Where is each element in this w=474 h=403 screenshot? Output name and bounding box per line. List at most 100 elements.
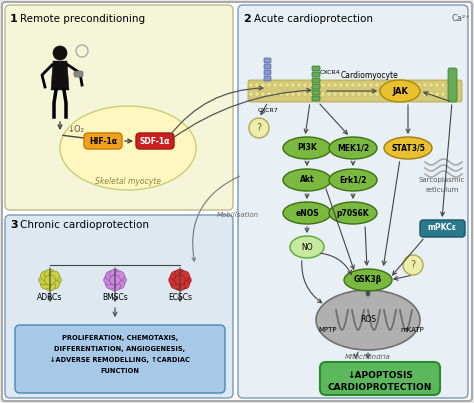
Ellipse shape [399,92,403,96]
Text: Erk1/2: Erk1/2 [339,175,367,185]
Ellipse shape [49,279,60,289]
Ellipse shape [285,83,289,87]
FancyBboxPatch shape [312,96,320,101]
Text: SDF-1α: SDF-1α [140,137,170,145]
Text: ADRCs: ADRCs [37,293,63,303]
Ellipse shape [357,83,361,87]
Text: ?: ? [256,123,262,133]
Ellipse shape [309,83,313,87]
Ellipse shape [303,83,307,87]
Ellipse shape [411,83,415,87]
Ellipse shape [114,271,125,281]
Ellipse shape [351,83,355,87]
FancyBboxPatch shape [5,5,233,210]
Ellipse shape [387,92,391,96]
Ellipse shape [435,83,439,87]
FancyBboxPatch shape [5,215,233,398]
FancyBboxPatch shape [238,5,468,398]
Ellipse shape [399,83,403,87]
Ellipse shape [384,137,432,159]
Ellipse shape [429,92,433,96]
Ellipse shape [339,92,343,96]
Ellipse shape [417,92,421,96]
Text: GSK3β: GSK3β [354,276,382,285]
Ellipse shape [403,255,423,275]
Ellipse shape [363,83,367,87]
Text: Skeletal myocyte: Skeletal myocyte [95,177,161,187]
Text: eNOS: eNOS [295,208,319,218]
Ellipse shape [109,269,120,279]
Ellipse shape [369,83,373,87]
Ellipse shape [45,281,55,291]
Ellipse shape [116,275,126,285]
Ellipse shape [315,92,319,96]
Ellipse shape [441,83,445,87]
Ellipse shape [267,83,271,87]
Text: MPTP: MPTP [318,327,337,333]
Text: Cardiomyocyte: Cardiomyocyte [341,71,399,79]
Ellipse shape [273,83,277,87]
Ellipse shape [441,92,445,96]
Ellipse shape [423,92,427,96]
Ellipse shape [283,169,331,191]
Ellipse shape [423,83,427,87]
FancyBboxPatch shape [312,78,320,83]
Ellipse shape [267,92,271,96]
Text: Mitochondria: Mitochondria [345,354,391,360]
Text: Remote preconditioning: Remote preconditioning [20,14,145,24]
Ellipse shape [109,275,120,285]
Ellipse shape [429,83,433,87]
Ellipse shape [387,83,391,87]
Text: Chronic cardioprotection: Chronic cardioprotection [20,220,149,230]
Text: mPKCε: mPKCε [428,224,456,233]
Ellipse shape [249,83,253,87]
Text: 1: 1 [10,14,18,24]
Ellipse shape [381,83,385,87]
Ellipse shape [283,137,331,159]
FancyBboxPatch shape [312,90,320,95]
Ellipse shape [255,92,259,96]
Ellipse shape [179,279,190,289]
Ellipse shape [297,92,301,96]
Ellipse shape [417,83,421,87]
Ellipse shape [405,92,409,96]
Ellipse shape [174,281,185,291]
Text: CXCR4: CXCR4 [319,69,340,75]
Ellipse shape [297,83,301,87]
Text: DIFFERENTIATION, ANGIOGENESIS,: DIFFERENTIATION, ANGIOGENESIS, [55,346,185,352]
Ellipse shape [393,92,397,96]
Text: Ca²⁺: Ca²⁺ [452,14,471,23]
Ellipse shape [291,92,295,96]
Ellipse shape [261,92,265,96]
Ellipse shape [375,83,379,87]
FancyBboxPatch shape [264,58,271,63]
Ellipse shape [249,118,269,138]
Text: NO: NO [301,243,313,251]
Ellipse shape [249,92,253,96]
Ellipse shape [105,279,116,289]
Ellipse shape [333,83,337,87]
Ellipse shape [309,92,313,96]
FancyBboxPatch shape [312,66,320,71]
Ellipse shape [453,83,457,87]
Ellipse shape [53,46,67,60]
Ellipse shape [279,83,283,87]
Text: ?: ? [410,260,416,270]
Text: STAT3/5: STAT3/5 [391,143,425,152]
Ellipse shape [50,275,61,285]
Ellipse shape [261,83,265,87]
Ellipse shape [327,92,331,96]
Ellipse shape [381,92,385,96]
Ellipse shape [60,106,196,190]
Ellipse shape [411,92,415,96]
Ellipse shape [345,83,349,87]
Ellipse shape [49,271,60,281]
Ellipse shape [171,271,181,281]
Ellipse shape [351,92,355,96]
Ellipse shape [290,236,324,258]
Ellipse shape [321,92,325,96]
Ellipse shape [345,92,349,96]
Text: MEK1/2: MEK1/2 [337,143,369,152]
FancyBboxPatch shape [312,72,320,77]
Text: JAK: JAK [392,87,408,96]
